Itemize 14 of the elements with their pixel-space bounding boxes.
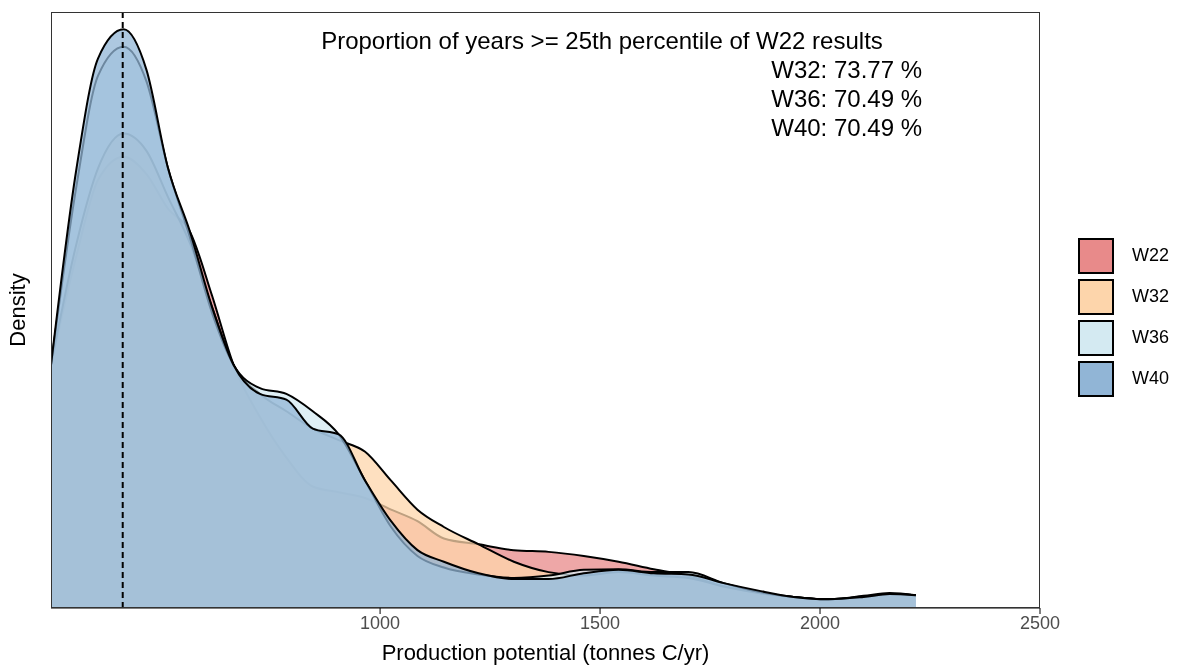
x-tick-label: 2000: [800, 612, 841, 633]
x-tick-label: 1000: [360, 612, 401, 633]
legend-label: W22: [1132, 245, 1170, 266]
y-axis-title: Density: [5, 273, 31, 347]
legend-label: W32: [1132, 286, 1170, 307]
legend-label: W40: [1132, 368, 1170, 389]
annotation: Proportion of years >= 25th percentile of W22 results: [320, 26, 884, 55]
annotation: W36: 70.49 %: [770, 84, 923, 113]
annotation: W40: 70.49 %: [770, 113, 923, 142]
x-tick-label: 1500: [580, 612, 621, 633]
x-axis-title: Production potential (tonnes C/yr): [380, 640, 711, 666]
annotation: W32: 73.77 %: [770, 55, 923, 84]
x-tick-label: 2500: [1019, 612, 1061, 633]
legend-label: W36: [1132, 327, 1170, 348]
